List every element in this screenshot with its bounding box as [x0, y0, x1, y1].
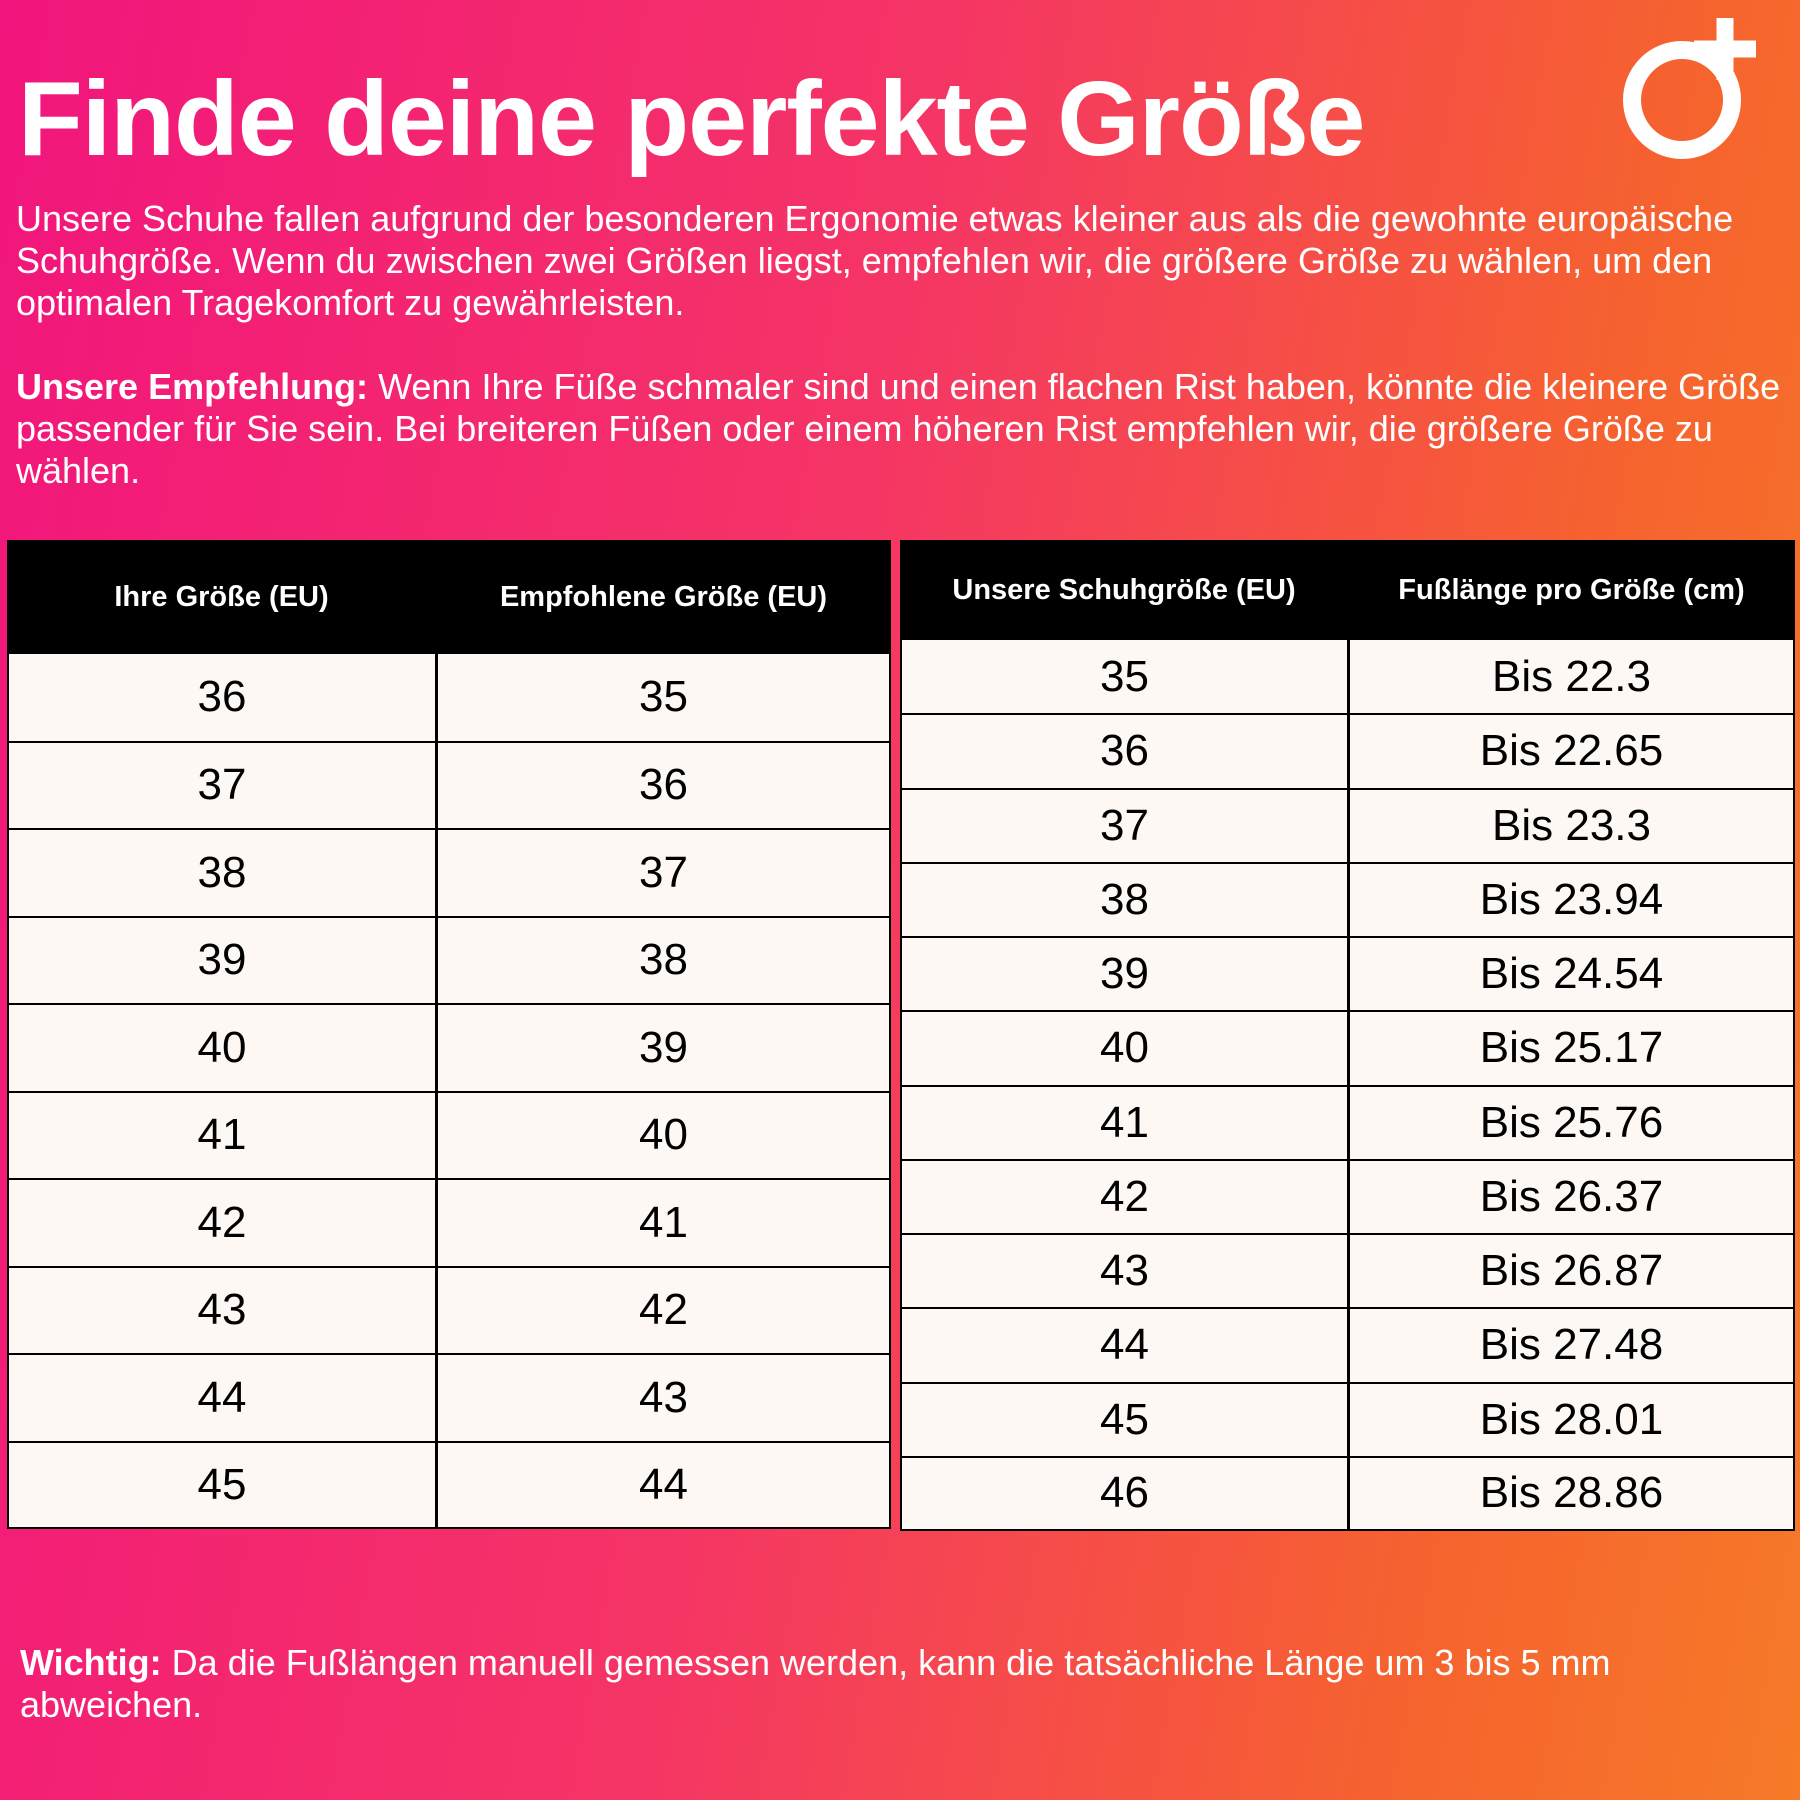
table-cell: 41 — [902, 1086, 1347, 1159]
table-cell: 39 — [438, 1005, 889, 1091]
table-cell: 36 — [902, 715, 1347, 788]
table-cell: 41 — [438, 1180, 889, 1266]
table-cell: Bis 28.86 — [1350, 1457, 1793, 1529]
table-cell: Bis 23.94 — [1350, 863, 1793, 936]
table-cell: 42 — [438, 1267, 889, 1353]
table-cell: 45 — [902, 1383, 1347, 1456]
recommendation: Unsere Empfehlung: Wenn Ihre Füße schmal… — [16, 366, 1786, 492]
table-cell: 43 — [438, 1355, 889, 1441]
title: Finde deine perfekte Größe — [18, 60, 1365, 178]
table-left: Ihre Größe (EU) Empfohlene Größe (EU) 36 35… — [7, 540, 891, 1529]
table-cell: Bis 26.37 — [1350, 1160, 1793, 1233]
table-cell: Bis 23.3 — [1350, 789, 1793, 862]
table-cell: 42 — [902, 1160, 1347, 1233]
table-cell: 38 — [438, 917, 889, 1003]
table-cell: 38 — [902, 863, 1347, 936]
table-cell: 43 — [902, 1235, 1347, 1308]
table-cell: 43 — [9, 1267, 435, 1353]
table-cell: 44 — [438, 1442, 889, 1527]
recommendation-label: Unsere Empfehlung: — [16, 366, 369, 407]
column-header: Empfohlene Größe (EU) — [499, 580, 828, 613]
table-cell: 40 — [9, 1005, 435, 1091]
table-cell: 46 — [902, 1457, 1347, 1529]
table-cell: Bis 25.76 — [1350, 1086, 1793, 1159]
table-cell: 35 — [902, 640, 1347, 714]
table-right: Unsere Schuhgröße (EU) Fußlänge pro Größe… — [900, 540, 1795, 1531]
table-cell: 37 — [902, 789, 1347, 862]
table-cell: 38 — [9, 830, 435, 916]
table-cell: 44 — [9, 1355, 435, 1441]
column-header: Unsere Schuhgröße (EU) — [952, 573, 1296, 606]
table-cell: Bis 25.17 — [1350, 1012, 1793, 1085]
column-header: Ihre Größe (EU) — [114, 580, 329, 613]
table-cell: Bis 22.65 — [1350, 715, 1793, 788]
table-cell: 39 — [9, 917, 435, 1003]
table-cell: 36 — [438, 742, 889, 828]
note-label: Wichtig: — [20, 1642, 162, 1683]
table-cell: 41 — [9, 1092, 435, 1178]
table-cell: 42 — [9, 1180, 435, 1266]
table-cell: 45 — [9, 1442, 435, 1527]
column-header: Fußlänge pro Größe (cm) — [1398, 573, 1745, 606]
table-cell: 44 — [902, 1309, 1347, 1382]
table-cell: 37 — [438, 830, 889, 916]
table-cell: 35 — [438, 654, 889, 741]
table-cell: 39 — [902, 938, 1347, 1011]
table-cell: Bis 24.54 — [1350, 938, 1793, 1011]
table-cell: 37 — [9, 742, 435, 828]
recommendation-text: Wenn Ihre Füße schmaler sind und einen f… — [16, 366, 1781, 491]
table-cell: Bis 22.3 — [1350, 640, 1793, 714]
table-cell: Bis 26.87 — [1350, 1235, 1793, 1308]
table-cell: 36 — [9, 654, 435, 741]
table-cell: 40 — [902, 1012, 1347, 1085]
table-cell: Bis 28.01 — [1350, 1383, 1793, 1456]
note: Wichtig: Da die Fußlängen manuell gemess… — [20, 1642, 1790, 1726]
table-cell: Bis 27.48 — [1350, 1309, 1793, 1382]
logo — [1623, 18, 1756, 159]
intro: Unsere Schuhe fallen aufgrund der besond… — [16, 198, 1734, 323]
note-text: Da die Fußlängen manuell gemessen werden… — [20, 1642, 1611, 1725]
table-cell: 40 — [438, 1092, 889, 1178]
